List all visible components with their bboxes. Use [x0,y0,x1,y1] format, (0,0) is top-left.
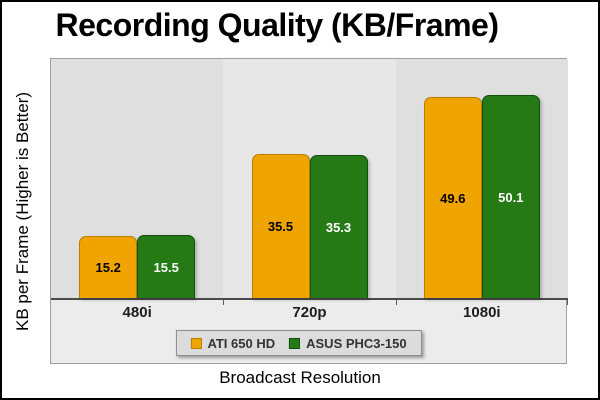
bar-480i-asus-phc3-150: 15.5 [137,235,196,298]
category-label-1080i: 1080i [463,304,501,321]
legend-item-asus-phc3-150: ASUS PHC3-150 [289,335,407,351]
bar-720p-asus-phc3-150: 35.3 [309,155,368,298]
bar-480i-ati-650-hd: 15.2 [79,236,138,298]
legend-swatch [289,337,301,349]
plot-panel: 15.2 15.5 35.5 35.3 49.6 50.1 480i 720p 1080i A… [50,58,568,364]
x-axis-label: Broadcast Resolution [219,368,381,387]
bar-value-label: 15.2 [95,260,121,275]
bar-1080i-asus-phc3-150: 50.1 [481,95,540,298]
axis-tick [396,300,397,305]
bar-value-label: 35.5 [267,219,294,234]
category-label-720p: 720p [292,304,327,321]
chart-title: Recording Quality (KB/Frame) [55,7,499,43]
bar-value-label: 15.5 [153,259,179,275]
category-label-480i: 480i [122,304,152,321]
y-axis-label: KB per Frame (Higher is Better) [13,91,32,331]
legend-item-ati-650-hd: ATI 650 HD [190,336,275,351]
bar-720p-ati-650-hd: 35.5 [251,154,310,298]
legend-swatch [190,337,202,349]
axis-tick [223,300,224,305]
axis-tick [567,300,568,305]
legend: ATI 650 HD ASUS PHC3-150 [175,330,422,356]
bar-value-label: 35.3 [325,219,352,235]
legend-label: ATI 650 HD [207,335,276,351]
bar-1080i-ati-650-hd: 49.6 [423,97,482,298]
legend-label: ASUS PHC3-150 [306,335,407,351]
plot-area: 15.2 15.5 35.5 35.3 49.6 50.1 [51,59,568,305]
bar-value-label: 50.1 [498,189,524,205]
bar-value-label: 49.6 [440,190,466,206]
